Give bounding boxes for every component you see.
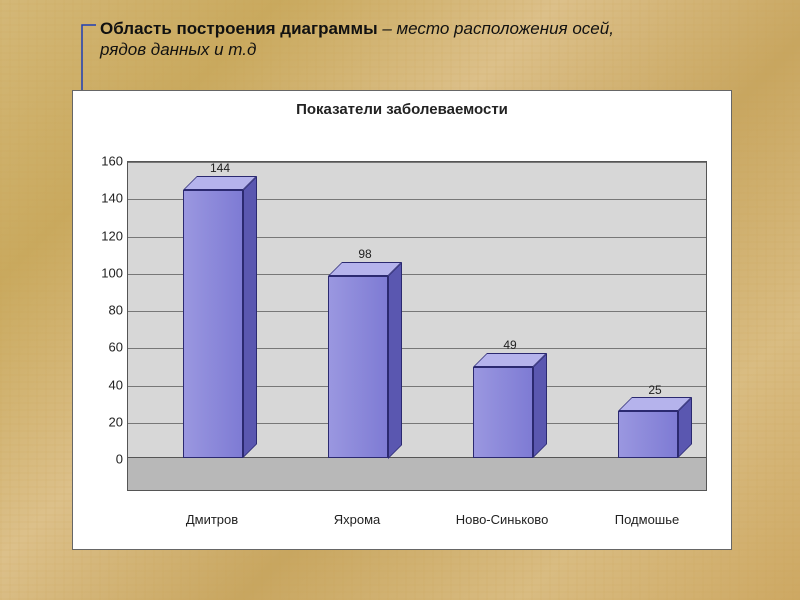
bar-value-label: 144 [190, 161, 250, 175]
bar-front [618, 411, 678, 458]
chart-floor [128, 457, 706, 490]
xlabel-0: Дмитров [186, 512, 238, 527]
bar-front [473, 367, 533, 458]
bar-side [533, 353, 547, 458]
ytick-100: 100 [93, 265, 123, 280]
ytick-0: 0 [93, 452, 123, 467]
callout-bold: Область построения диаграммы [100, 19, 378, 38]
bar-side [388, 262, 402, 459]
plot-area: 144 98 49 25 [127, 161, 707, 491]
bar-value-label: 98 [335, 247, 395, 261]
xlabel-2: Ново-Синьково [456, 512, 549, 527]
slide-background: Область построения диаграммы – место рас… [0, 0, 800, 600]
chart-area: Показатели заболеваемости 0 20 40 60 80 … [72, 90, 732, 550]
bar-front [183, 190, 243, 458]
bar-value-label: 49 [480, 338, 540, 352]
bar-value-label: 25 [625, 383, 685, 397]
ytick-40: 40 [93, 377, 123, 392]
ytick-160: 160 [93, 154, 123, 169]
xlabel-1: Яхрома [334, 512, 381, 527]
chart-title: Показатели заболеваемости [73, 101, 731, 118]
ytick-20: 20 [93, 414, 123, 429]
ytick-140: 140 [93, 191, 123, 206]
ytick-80: 80 [93, 303, 123, 318]
xlabel-3: Подмошье [615, 512, 679, 527]
ytick-60: 60 [93, 340, 123, 355]
bar-front [328, 276, 388, 459]
ytick-120: 120 [93, 228, 123, 243]
bar-side [243, 176, 257, 458]
callout-text: Область построения диаграммы – место рас… [100, 18, 660, 61]
